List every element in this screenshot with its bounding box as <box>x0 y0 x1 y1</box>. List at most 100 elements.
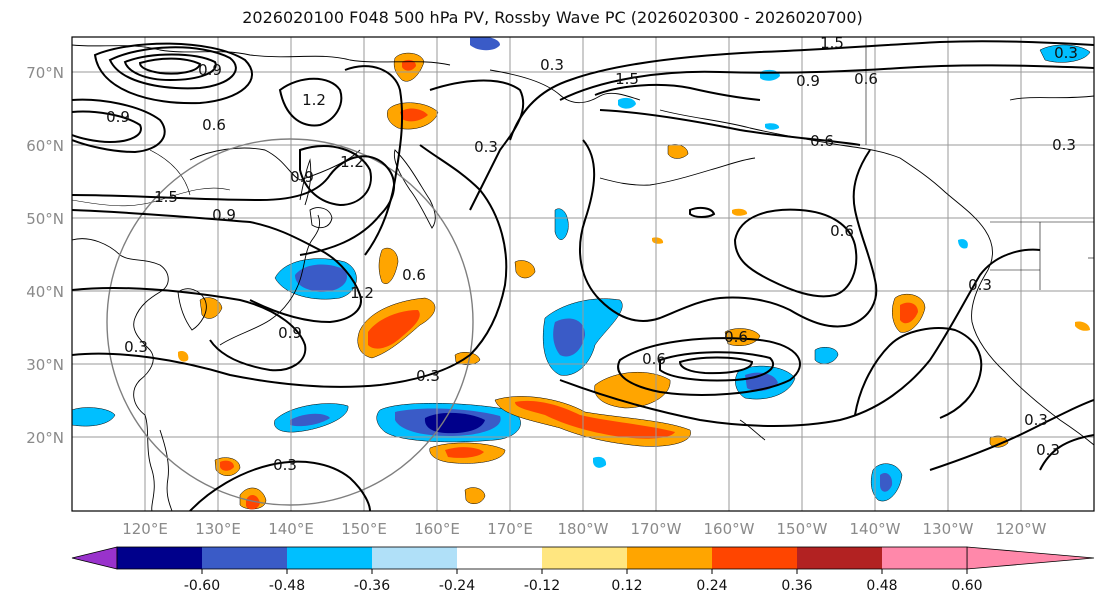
colorbar-tick-label: -0.12 <box>524 578 560 594</box>
contour-label: 0.3 <box>1054 44 1078 62</box>
colorbar-extend-right <box>966 546 1095 570</box>
contour-southeast-2 <box>1039 434 1094 471</box>
contour-label: 0.9 <box>198 61 222 79</box>
contour-label: 0.6 <box>810 132 834 150</box>
contour-label: 0.3 <box>474 138 498 156</box>
contour-label: 1.2 <box>340 153 364 171</box>
coast-korea <box>177 288 207 331</box>
shade-orange-small5 <box>652 237 664 244</box>
shade-blue-140w-core <box>880 473 893 492</box>
contour-label: 1.2 <box>302 91 326 109</box>
lon-label: 120°W <box>996 520 1047 538</box>
lon-label: 170°W <box>631 520 682 538</box>
contour-label: 0.3 <box>1036 441 1060 459</box>
colorbar-segment <box>202 547 287 569</box>
contour-label: 0.9 <box>278 324 302 342</box>
lon-label: 140°W <box>850 520 901 538</box>
contour-ridge-2 <box>278 77 343 127</box>
contour-label: 0.6 <box>202 116 226 134</box>
lat-label: 60°N <box>26 137 64 155</box>
shade-blue-small1 <box>554 208 569 240</box>
contour-trough-1 <box>72 155 395 256</box>
colorbar-segment <box>457 547 542 569</box>
lon-label: 160°E <box>414 520 460 538</box>
contour-trough-3 <box>72 287 307 372</box>
lon-label: 130°W <box>923 520 974 538</box>
colorbar: -0.60 -0.48 -0.36 -0.24 -0.12 0.12 0.24 … <box>71 546 1095 594</box>
shade-red-south <box>246 494 260 510</box>
lon-label: 170°E <box>487 520 533 538</box>
contour-cutoff-outer <box>617 337 801 396</box>
coast-hawaii <box>739 419 766 441</box>
contour-label: 0.3 <box>1052 136 1076 154</box>
coast-bering <box>489 69 641 104</box>
pc-shading <box>72 37 1091 510</box>
contour-label: 1.5 <box>615 70 639 88</box>
contour-label: 0.3 <box>124 338 148 356</box>
contour-cutoff-inner <box>659 351 774 382</box>
colorbar-segment <box>712 547 797 569</box>
colorbar-segment <box>797 547 882 569</box>
contour-label: 0.3 <box>1024 411 1048 429</box>
range-circle <box>106 138 474 506</box>
shade-red-kuroshio <box>368 310 420 349</box>
lon-label: 180°W <box>558 520 609 538</box>
contour-trough-4 <box>72 144 508 388</box>
shade-blue-small5 <box>765 123 780 130</box>
shade-red-tropic-band <box>515 400 675 439</box>
colorbar-tick-label: 0.48 <box>866 578 897 594</box>
shade-orange-small6 <box>178 350 189 362</box>
colorbar-tick-label: 0.36 <box>781 578 812 594</box>
coast-canada <box>1009 95 1094 101</box>
contour-label: 1.5 <box>154 188 178 206</box>
lon-labels: 120°E 130°E 140°E 150°E 160°E 170°E 180°… <box>122 520 1046 538</box>
shade-blue-small2 <box>814 347 839 364</box>
contour-label: 1.5 <box>820 34 844 52</box>
shade-blue-small3 <box>618 97 636 109</box>
colorbar-tick-label: -0.60 <box>184 578 220 594</box>
contour-label: 0.3 <box>540 56 564 74</box>
contour-label: 0.3 <box>273 456 297 474</box>
lat-label: 20°N <box>26 429 64 447</box>
contour-ne-pacific <box>733 208 858 298</box>
contour-japan-cutoff <box>299 145 372 207</box>
shade-blue-dateline-core <box>553 318 585 357</box>
colorbar-segment <box>117 547 202 569</box>
contour-label: 0.3 <box>968 276 992 294</box>
shade-blue-north <box>470 37 500 51</box>
shade-orange-japan-e <box>378 247 399 284</box>
coast-japan <box>219 214 321 346</box>
contour-west-lobe-2 <box>72 110 142 144</box>
colorbar-tick-label: 0.12 <box>611 578 642 594</box>
shade-blue-small7 <box>958 239 968 249</box>
contour-small-ring <box>689 206 716 218</box>
contour-east-4 <box>599 109 861 146</box>
contour-polar-vortex-1 <box>108 46 237 90</box>
contour-label: 0.6 <box>724 328 748 346</box>
contour-subtropic-2 <box>854 327 983 419</box>
contour-polar-vortex-2 <box>123 53 217 82</box>
contour-ridge-3 <box>344 65 404 256</box>
colorbar-tick-label: 0.60 <box>951 578 982 594</box>
shade-orange-150w <box>724 328 761 346</box>
colorbar-tick-label: -0.24 <box>439 578 475 594</box>
coast-aleutians <box>599 157 756 186</box>
shade-orange-165e-s <box>464 487 486 504</box>
shade-orange-small3 <box>989 435 1009 448</box>
colorbar-ticks <box>201 569 968 574</box>
contour-pacific-ridge <box>579 139 878 328</box>
contour-labels: 1.5 0.3 1.5 0.9 0.6 0.6 1.2 0.6 0.9 1.5 … <box>106 34 1078 474</box>
contour-east-2 <box>559 64 1094 101</box>
colorbar-extend-left <box>71 546 118 570</box>
shade-blue-japan-core <box>295 264 348 292</box>
map-title: 2026020100 F048 500 hPa PV, Rossby Wave … <box>242 8 863 27</box>
contour-label: 0.6 <box>854 70 878 88</box>
lon-label: 130°E <box>195 520 241 538</box>
shade-red-tropic-w <box>220 460 234 471</box>
contour-label: 0.9 <box>796 72 820 90</box>
lon-label: 120°E <box>122 520 168 538</box>
lat-label: 70°N <box>26 64 64 82</box>
contour-cutoff-core <box>678 356 754 375</box>
colorbar-tick-label: -0.36 <box>354 578 390 594</box>
